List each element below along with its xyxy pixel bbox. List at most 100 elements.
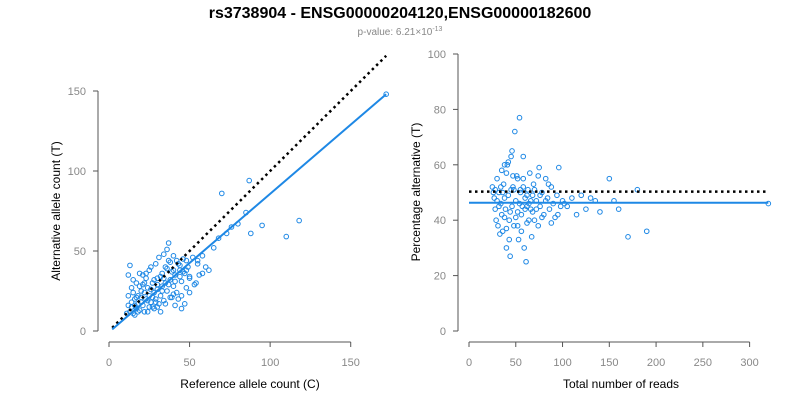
data-point bbox=[146, 304, 153, 310]
data-point bbox=[152, 261, 159, 267]
data-point bbox=[505, 192, 512, 199]
data-point bbox=[248, 230, 254, 237]
y-axis-label: Percentage alternative (T) bbox=[409, 123, 423, 262]
data-point bbox=[527, 170, 533, 176]
data-point bbox=[514, 222, 521, 229]
data-point bbox=[283, 233, 290, 240]
data-point bbox=[136, 283, 143, 290]
data-point bbox=[130, 289, 136, 296]
data-point bbox=[165, 281, 172, 288]
data-point bbox=[162, 264, 169, 270]
data-point bbox=[383, 91, 389, 97]
data-point bbox=[524, 192, 530, 199]
data-point bbox=[536, 164, 542, 171]
data-point bbox=[156, 254, 162, 261]
data-point bbox=[172, 272, 178, 278]
y-tick-label: 20 bbox=[434, 271, 446, 283]
data-point bbox=[518, 211, 525, 218]
data-point bbox=[164, 265, 170, 272]
data-point bbox=[625, 234, 631, 240]
data-point bbox=[144, 285, 151, 291]
data-point bbox=[210, 245, 217, 251]
data-point bbox=[587, 195, 594, 201]
x-axis-label: Total number of reads bbox=[563, 377, 679, 391]
data-point bbox=[164, 246, 170, 253]
data-point bbox=[498, 167, 505, 174]
data-point bbox=[643, 228, 650, 235]
data-point bbox=[136, 270, 143, 277]
data-point bbox=[172, 278, 178, 285]
data-point bbox=[517, 186, 524, 193]
data-point bbox=[160, 297, 167, 304]
data-point bbox=[537, 203, 543, 210]
data-point bbox=[191, 281, 198, 288]
data-point bbox=[491, 195, 498, 201]
data-point bbox=[492, 206, 498, 212]
data-point bbox=[501, 214, 508, 221]
data-point bbox=[177, 273, 183, 280]
data-point bbox=[509, 203, 515, 210]
data-point bbox=[151, 305, 157, 312]
data-point bbox=[125, 272, 132, 278]
data-point bbox=[246, 177, 252, 184]
data-point bbox=[530, 181, 537, 187]
data-point bbox=[175, 296, 182, 302]
data-point bbox=[569, 195, 575, 201]
data-point bbox=[496, 203, 502, 210]
data-point bbox=[546, 206, 553, 212]
data-point bbox=[193, 280, 199, 286]
percentage-alternative-scatter: 0 50 100 150 200 250 300 0 20 40 60 80 100 Total numb… bbox=[409, 49, 772, 391]
fit-line bbox=[111, 93, 387, 331]
data-point bbox=[131, 296, 138, 302]
data-point bbox=[535, 173, 542, 179]
data-point bbox=[519, 203, 526, 210]
data-point bbox=[533, 206, 540, 212]
data-point bbox=[172, 302, 178, 309]
data-point bbox=[133, 280, 140, 286]
data-point bbox=[615, 206, 622, 212]
data-point bbox=[219, 190, 225, 197]
data-point bbox=[170, 253, 177, 259]
data-point bbox=[518, 228, 525, 235]
data-point bbox=[165, 257, 172, 264]
data-point bbox=[529, 209, 536, 215]
data-point bbox=[178, 293, 185, 299]
data-point bbox=[520, 184, 527, 190]
data-point bbox=[146, 267, 153, 274]
data-point bbox=[493, 217, 499, 223]
data-point bbox=[170, 283, 177, 290]
data-point bbox=[497, 231, 503, 237]
data-point bbox=[524, 203, 530, 210]
data-point bbox=[135, 309, 141, 315]
x-axis-label: Reference allele count (C) bbox=[180, 377, 319, 391]
data-point bbox=[498, 211, 505, 218]
data-point bbox=[141, 280, 148, 286]
data-point bbox=[552, 214, 558, 221]
data-point bbox=[156, 301, 162, 307]
data-point bbox=[501, 162, 508, 168]
data-point bbox=[144, 309, 151, 315]
data-point bbox=[178, 305, 185, 312]
data-point bbox=[125, 293, 132, 299]
data-point bbox=[194, 261, 201, 267]
data-point bbox=[162, 301, 169, 307]
data-point bbox=[512, 128, 518, 135]
data-point bbox=[506, 236, 513, 243]
data-point bbox=[542, 175, 549, 182]
data-point bbox=[135, 293, 141, 299]
data-point bbox=[578, 192, 585, 199]
data-point bbox=[167, 277, 174, 283]
data-point bbox=[512, 214, 519, 221]
reference-line bbox=[111, 54, 388, 329]
data-point bbox=[152, 299, 159, 306]
data-point bbox=[128, 285, 135, 291]
data-point bbox=[510, 173, 516, 179]
data-point bbox=[535, 222, 542, 229]
data-point bbox=[564, 203, 571, 210]
allele-count-scatter: 0 50 100 150 0 50 100 150 Reference allele count… bbox=[49, 54, 389, 391]
y-tick-label: 0 bbox=[440, 326, 446, 338]
x-tick-label: 100 bbox=[553, 357, 571, 369]
data-point bbox=[555, 211, 561, 218]
data-point bbox=[127, 262, 133, 269]
